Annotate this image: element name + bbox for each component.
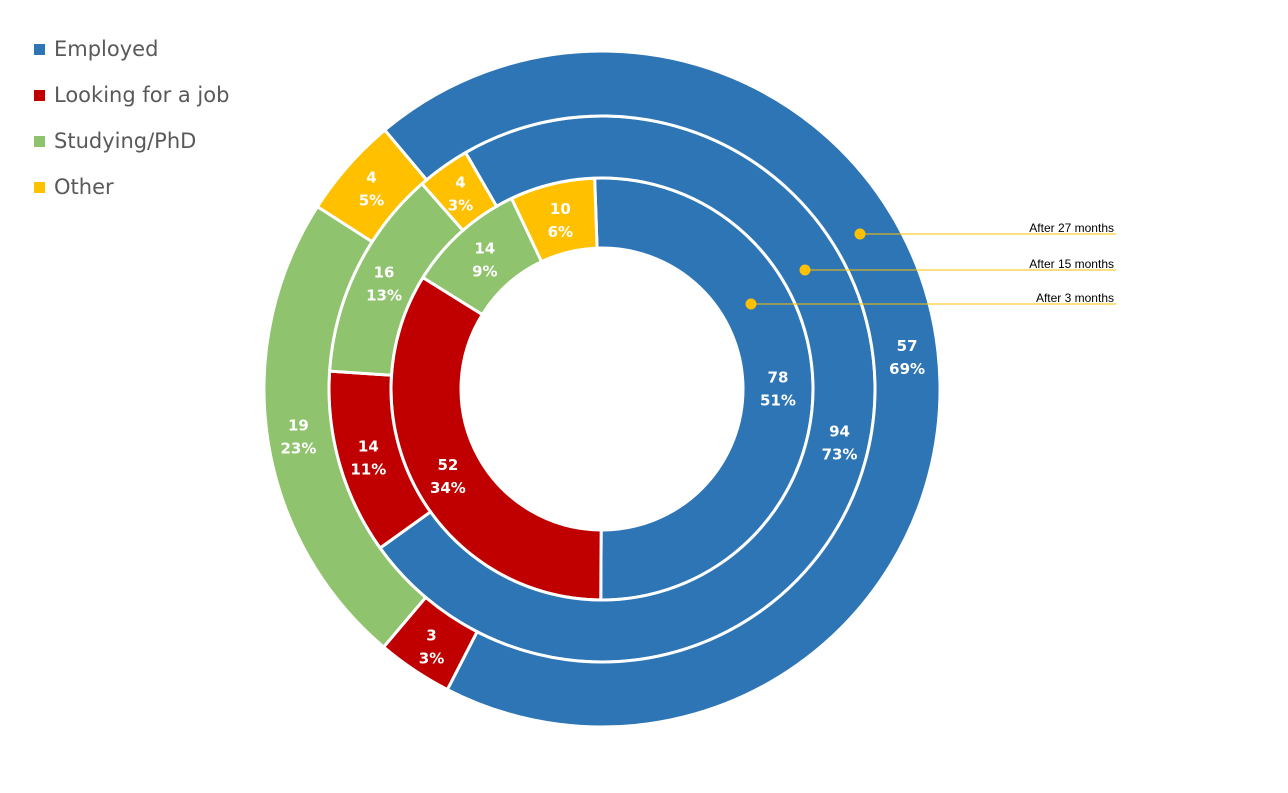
percent-label-ring3-studying: 23% [280, 440, 316, 458]
data-label-ring2-looking: 14 [358, 438, 379, 456]
callout-dot-ring1 [745, 298, 757, 310]
legend: Employed Looking for a job Studying/PhD … [34, 26, 229, 210]
legend-swatch-looking [34, 89, 45, 101]
series-name-ring2: After 15 months [1029, 257, 1114, 271]
legend-swatch-other [34, 181, 45, 193]
percent-label-ring3-other: 5% [359, 191, 384, 209]
data-label-ring3-other: 4 [366, 168, 376, 186]
legend-label-employed: Employed [54, 37, 159, 61]
legend-label-looking: Looking for a job [54, 83, 230, 107]
percent-label-ring2-studying: 13% [366, 287, 402, 305]
data-label-ring3-studying: 19 [288, 417, 309, 435]
percent-label-ring1-looking: 34% [430, 479, 466, 497]
legend-item-looking: Looking for a job [34, 72, 229, 118]
legend-label-other: Other [54, 175, 114, 199]
legend-item-employed: Employed [34, 26, 229, 72]
percent-label-ring2-looking: 11% [350, 461, 386, 479]
data-label-ring2-employed: 94 [829, 422, 850, 440]
series-name-ring1: After 3 months [1036, 291, 1114, 305]
ring-callouts-group: After 27 months After 15 months After 3 mo… [745, 221, 1116, 310]
percent-label-ring1-studying: 9% [472, 263, 497, 281]
segment-labels-group: 78 51% 52 34% 14 9% 10 6% 94 73% 14 11% 16 13% 4 3% 57 69… [280, 168, 925, 667]
data-label-ring3-employed: 57 [897, 337, 918, 355]
data-label-ring1-looking: 52 [437, 456, 458, 474]
data-label-ring2-other: 4 [455, 173, 465, 191]
series-name-ring3: After 27 months [1029, 221, 1114, 235]
data-label-ring1-employed: 78 [768, 368, 789, 386]
percent-label-ring2-employed: 73% [822, 445, 858, 463]
legend-item-studying: Studying/PhD [34, 118, 229, 164]
percent-label-ring2-other: 3% [448, 196, 473, 214]
percent-label-ring3-looking: 3% [419, 649, 444, 667]
slice-ring3-other [315, 127, 429, 244]
data-label-ring1-studying: 14 [474, 240, 495, 258]
data-label-ring3-looking: 3 [426, 626, 436, 644]
legend-label-studying: Studying/PhD [54, 129, 197, 153]
data-label-ring2-studying: 16 [374, 264, 395, 282]
percent-label-ring3-employed: 69% [889, 360, 925, 378]
slice-ring3-employed [382, 49, 942, 729]
callout-dot-ring3 [854, 228, 866, 240]
legend-swatch-employed [34, 43, 45, 55]
rings-group [262, 49, 942, 729]
data-label-ring1-other: 10 [550, 200, 571, 218]
percent-label-ring1-employed: 51% [760, 391, 796, 409]
legend-swatch-studying [34, 135, 45, 147]
percent-label-ring1-other: 6% [548, 223, 573, 241]
callout-dot-ring2 [799, 264, 811, 276]
legend-item-other: Other [34, 164, 229, 210]
